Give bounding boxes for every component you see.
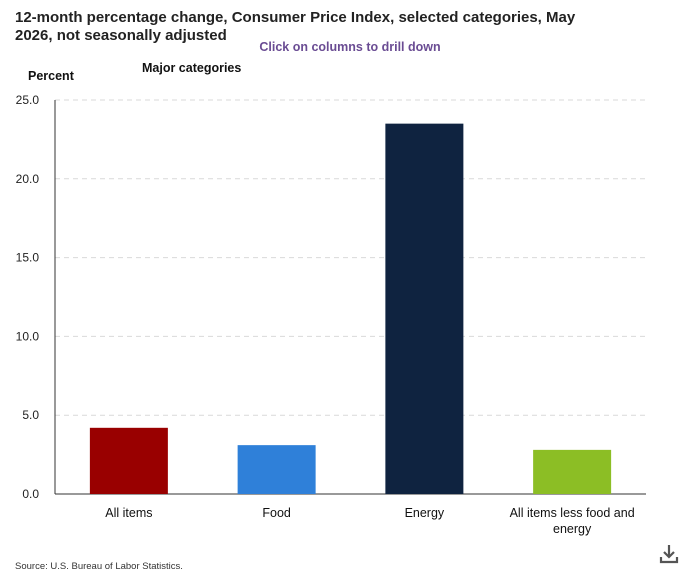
x-tick-label: Energy <box>405 506 445 520</box>
download-icon[interactable] <box>656 541 682 567</box>
source-note: Source: U.S. Bureau of Labor Statistics. <box>15 561 183 572</box>
x-tick-label: All items less food and energy <box>510 506 635 536</box>
bar-all-items[interactable] <box>89 427 168 494</box>
y-axis-unit-label: Percent <box>28 69 74 83</box>
y-tick-label: 10.0 <box>16 329 40 343</box>
y-tick-label: 15.0 <box>16 251 40 265</box>
y-tick-label: 25.0 <box>16 93 40 107</box>
drill-down-hint: Click on columns to drill down <box>259 40 441 54</box>
bar-food[interactable] <box>237 445 316 494</box>
bar-chart: 0.0 5.0 10.0 15.0 20.0 25.0 All items Food Energ… <box>16 93 646 536</box>
chart-title: 12-month percentage change, Consumer Pri… <box>15 9 576 44</box>
y-tick-label: 5.0 <box>22 408 39 422</box>
x-tick-label: All items <box>105 506 152 520</box>
bar-energy[interactable] <box>385 123 464 494</box>
y-tick-label: 20.0 <box>16 172 40 186</box>
y-tick-label: 0.0 <box>22 487 39 501</box>
bar-all-items-less-food-and-energy[interactable] <box>533 449 612 494</box>
x-tick-label: Food <box>262 506 291 520</box>
chart-subtitle: Major categories <box>142 61 242 75</box>
